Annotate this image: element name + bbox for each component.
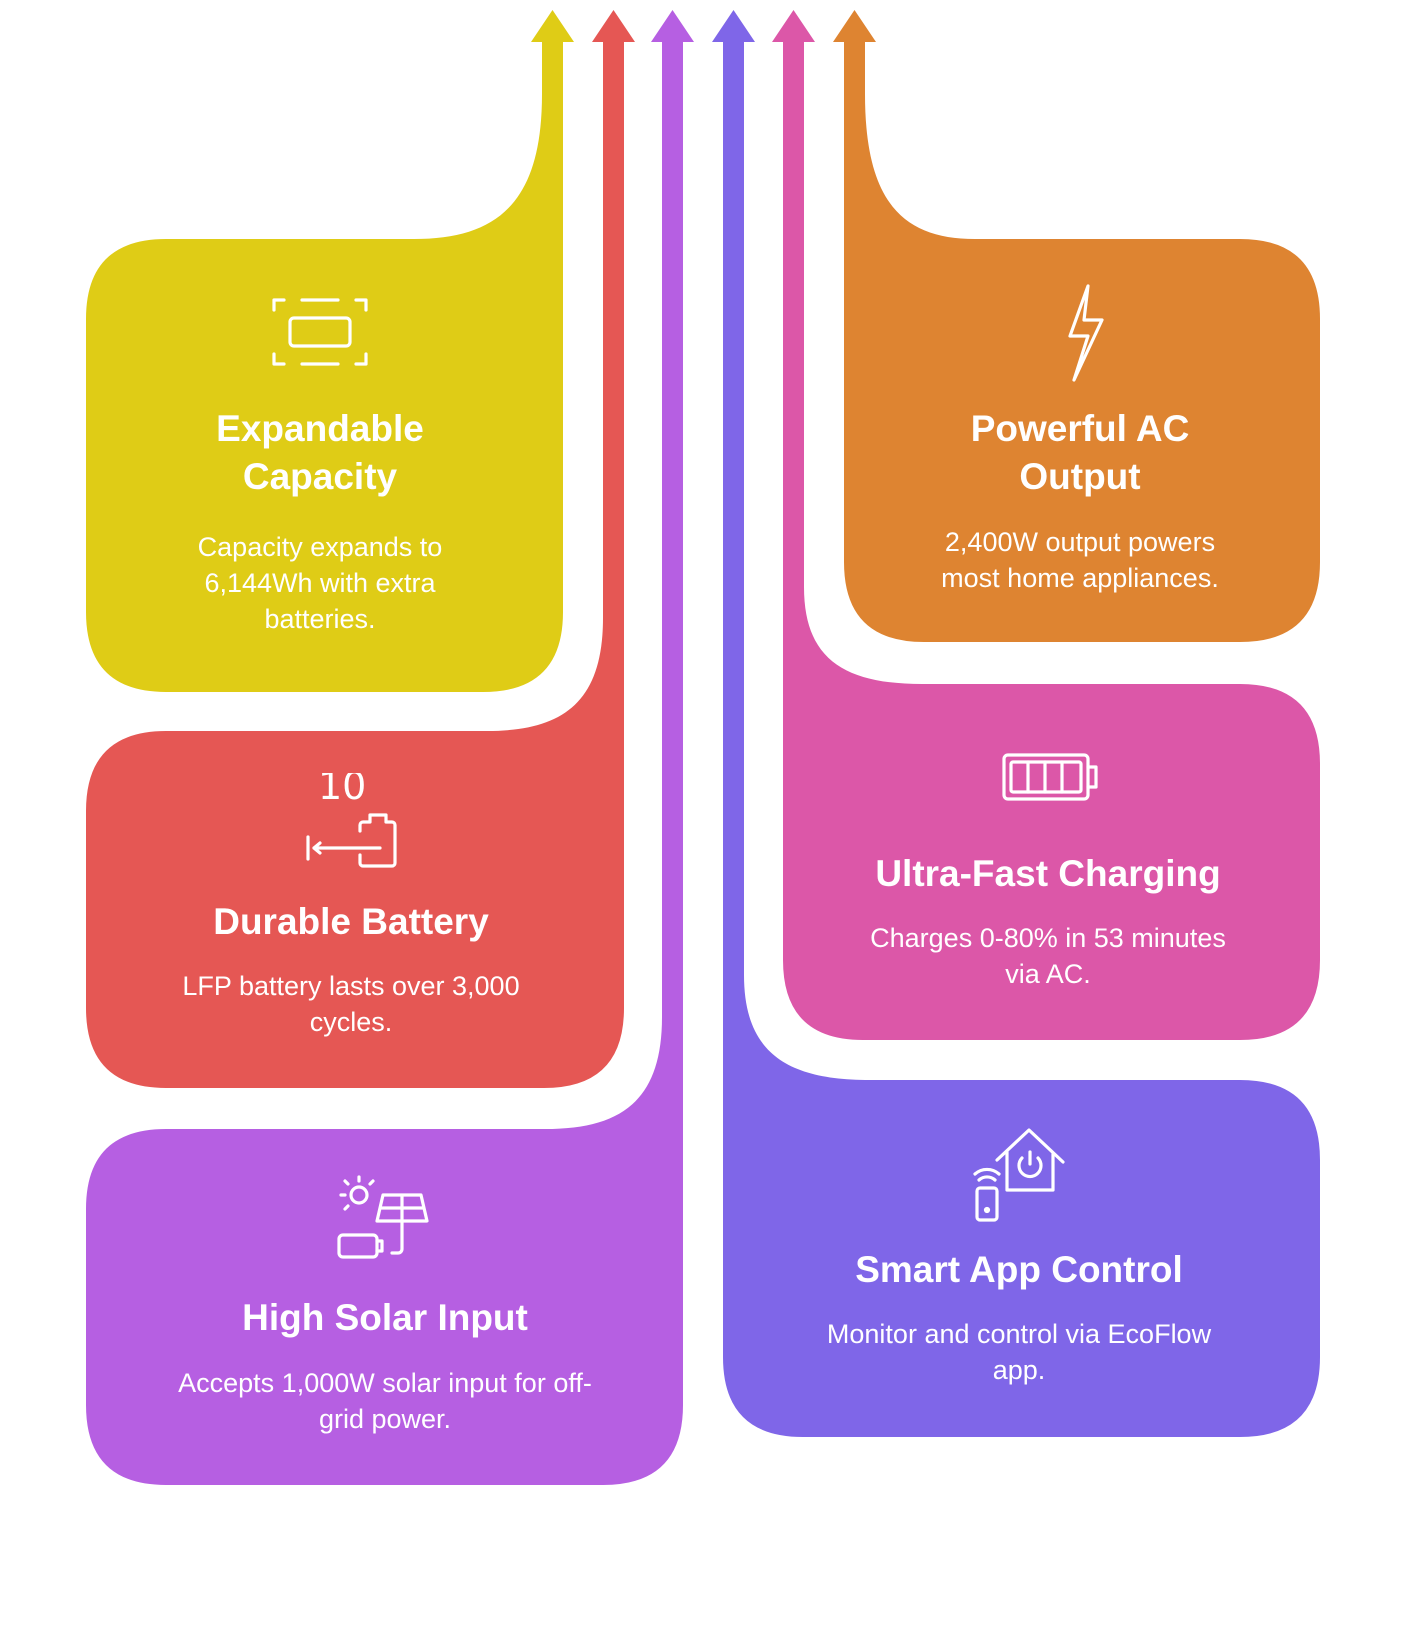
card-durable: Durable Battery LFP battery lasts over 3… [51,898,651,1040]
card-title: Expandable Capacity [216,408,424,497]
card-title: Powerful AC Output [970,408,1190,497]
arrow-card-ac [833,10,1320,642]
card-solar: High Solar Input Accepts 1,000W solar in… [85,1294,685,1437]
solar-panel-battery-icon [333,1169,437,1273]
card-description: Capacity expands to 6,144Wh with extra bat… [197,532,443,634]
svg-text:10: 10 [318,773,366,808]
arrow-card-durable [86,10,635,1088]
lightning-bolt-icon [1030,280,1134,384]
card-description: Monitor and control via EcoFlow app. [826,1319,1212,1385]
smart-home-phone-icon [967,1120,1071,1224]
card-title: Ultra-Fast Charging [875,853,1221,894]
card-description: Accepts 1,000W solar input for off-grid … [178,1368,592,1434]
arrow-card-charging [772,10,1320,1040]
card-description: LFP battery lasts over 3,000 cycles. [182,971,520,1037]
card-charging: Ultra-Fast Charging Charges 0-80% in 53 … [748,850,1348,992]
card-description: 2,400W output powers most home appliances… [941,527,1219,593]
card-title: High Solar Input [242,1297,528,1338]
arrow-card-expandable [86,10,574,692]
battery-cycles-icon: 10 [300,764,404,877]
battery-full-icon [998,725,1102,829]
card-description: Charges 0-80% in 53 minutes via AC. [870,923,1226,989]
card-title: Smart App Control [855,1249,1183,1290]
card-expandable: Expandable Capacity Capacity expands to 6,… [20,405,620,637]
card-ac: Powerful AC Output 2,400W output powers mo… [780,405,1380,596]
card-title: Durable Battery [213,901,489,942]
arrow-card-app [712,10,1320,1437]
expand-frame-icon [268,280,372,384]
card-app: Smart App Control Monitor and control vi… [719,1246,1319,1388]
arrow-card-solar [86,10,694,1485]
